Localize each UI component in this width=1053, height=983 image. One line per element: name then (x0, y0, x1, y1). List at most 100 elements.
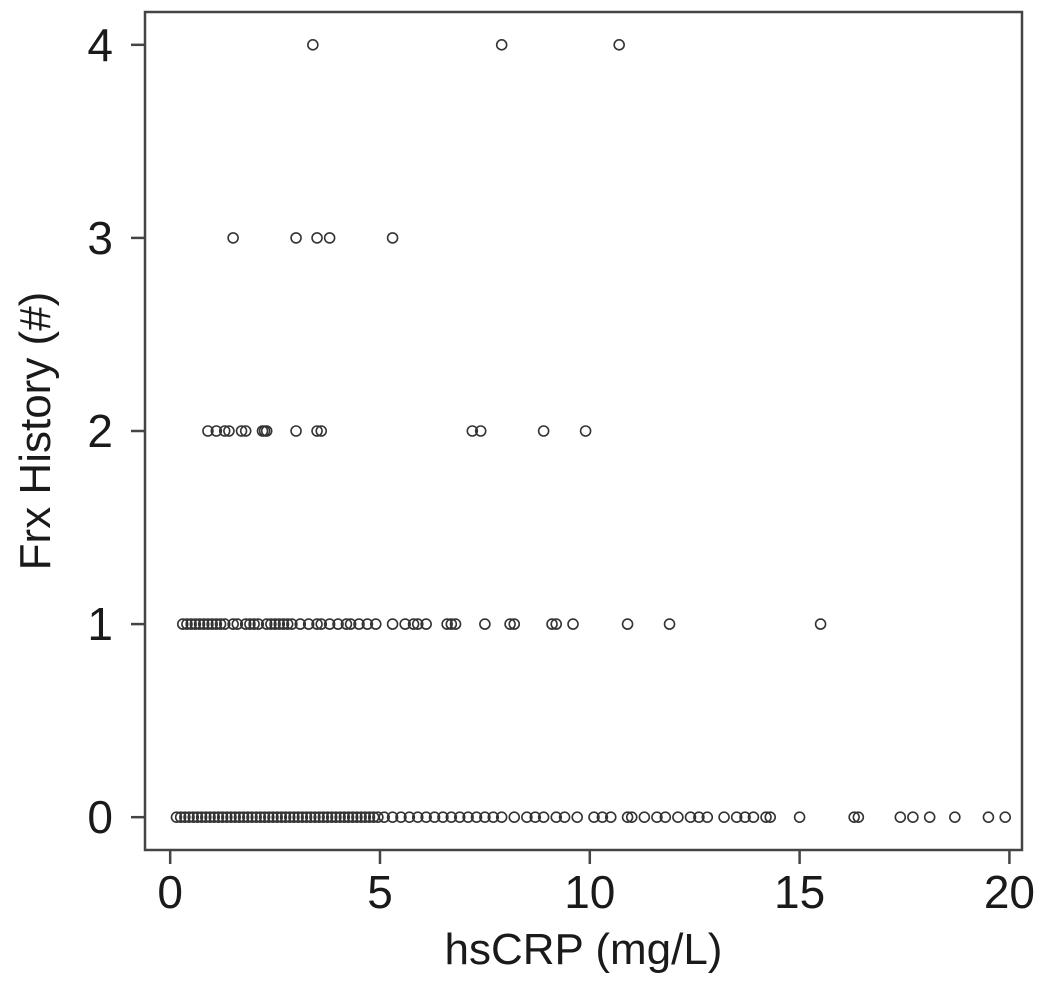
data-point (332, 618, 344, 630)
data-point (246, 811, 258, 823)
data-point (311, 425, 323, 437)
x-tick-label: 20 (984, 866, 1035, 918)
data-point (288, 811, 300, 823)
data-point (233, 811, 246, 823)
data-point (521, 811, 533, 823)
data-point (395, 811, 407, 823)
data-point (223, 425, 235, 437)
data-point (315, 618, 328, 630)
data-point (210, 618, 223, 630)
data-point (267, 811, 279, 823)
data-point (814, 618, 827, 630)
y-tick-label: 1 (87, 598, 113, 650)
data-point (487, 811, 500, 823)
data-point (170, 811, 183, 823)
data-point (252, 618, 265, 630)
data-point (242, 811, 254, 823)
data-point (495, 39, 508, 51)
data-point (949, 811, 961, 823)
data-point (281, 618, 294, 630)
data-point (216, 811, 229, 823)
data-point (304, 811, 317, 823)
data-point (346, 811, 359, 823)
data-point (212, 811, 225, 823)
data-point (292, 811, 304, 823)
data-point (466, 425, 479, 437)
data-point (546, 618, 558, 630)
data-point (571, 811, 584, 823)
data-point (764, 811, 777, 823)
data-point (453, 811, 466, 823)
y-axis: 0 1 2 3 4 (87, 19, 145, 843)
data-point (604, 811, 617, 823)
data-point (495, 811, 508, 823)
data-point (363, 811, 376, 823)
data-point (359, 811, 372, 823)
data-point (411, 618, 424, 630)
data-point (718, 811, 730, 823)
data-point (325, 811, 338, 823)
data-point (550, 811, 563, 823)
data-point (663, 618, 676, 630)
data-point (420, 811, 432, 823)
data-point (250, 811, 262, 823)
data-point (258, 811, 271, 823)
data-point (202, 618, 214, 630)
data-point (311, 232, 323, 244)
data-point (290, 232, 302, 244)
data-point (567, 618, 579, 630)
data-point (302, 618, 315, 630)
data-point (275, 811, 288, 823)
data-point (403, 811, 416, 823)
data-point (470, 811, 483, 823)
data-point (174, 811, 187, 823)
data-point (420, 618, 432, 630)
data-point (399, 618, 411, 630)
data-point (672, 811, 684, 823)
data-point (195, 811, 208, 823)
data-point (208, 811, 221, 823)
data-point (294, 618, 307, 630)
data-point (237, 811, 250, 823)
plot-frame (143, 10, 1024, 852)
data-point (227, 618, 239, 630)
data-point (701, 811, 714, 823)
data-point (659, 811, 672, 823)
data-point (183, 811, 195, 823)
y-tick-label: 3 (87, 212, 113, 264)
data-point (508, 618, 521, 630)
data-point (338, 811, 351, 823)
data-point (307, 39, 319, 51)
data-point (596, 811, 609, 823)
data-point (684, 811, 697, 823)
x-axis-title: hsCRP (mg/L) (445, 925, 723, 974)
data-point (894, 811, 907, 823)
data-point (621, 618, 634, 630)
data-point (386, 618, 399, 630)
data-point (351, 811, 363, 823)
data-point (185, 618, 197, 630)
data-point (313, 811, 325, 823)
data-point (239, 618, 252, 630)
data-point (625, 811, 638, 823)
data-point (265, 618, 277, 630)
data-point (793, 811, 806, 823)
data-point (260, 425, 273, 437)
data-point (311, 618, 323, 630)
data-point (300, 811, 313, 823)
data-point (378, 811, 390, 823)
data-point (191, 811, 204, 823)
data-point (189, 618, 202, 630)
data-point (317, 811, 330, 823)
x-tick-label: 15 (774, 866, 825, 918)
data-point (342, 811, 355, 823)
data-point (462, 811, 474, 823)
data-point (923, 811, 936, 823)
data-point (437, 811, 449, 823)
data-point (550, 618, 563, 630)
data-point (386, 811, 399, 823)
data-point (218, 425, 231, 437)
data-point (290, 425, 302, 437)
data-point (441, 618, 453, 630)
